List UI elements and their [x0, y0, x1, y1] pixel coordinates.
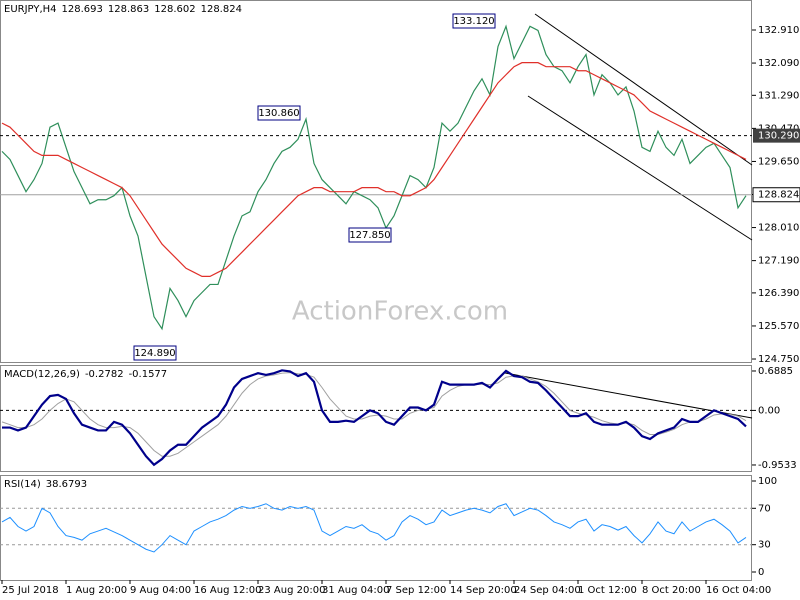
x-tick-label: 24 Sep 04:00	[514, 585, 581, 596]
y-tick-label: 0.00	[758, 405, 780, 416]
y-tick-label: 0	[758, 567, 764, 578]
readout: 38.6793	[46, 479, 87, 490]
x-tick-label: 7 Sep 12:00	[386, 585, 446, 596]
readout: 128.602	[154, 4, 195, 15]
x-tick-label: 16 Aug 12:00	[194, 585, 261, 596]
y-tick-label: 129.650	[758, 156, 799, 167]
x-tick-label: 23 Aug 20:00	[258, 585, 325, 596]
series-line	[1, 62, 747, 277]
readout: -0.1577	[129, 369, 168, 380]
rsi-pane	[0, 475, 752, 581]
series-line	[1, 503, 747, 553]
annotation-box	[452, 13, 496, 29]
y-tick-label: 128.010	[758, 223, 799, 234]
y-tick-label: 30	[758, 540, 771, 551]
y-tick-label: 127.190	[758, 256, 799, 267]
last-price-label: 128.824	[758, 190, 799, 201]
readout: RSI(14)	[4, 479, 41, 490]
y-tick-label: 0.6885	[758, 366, 793, 377]
x-tick-label: 1 Oct 12:00	[578, 585, 637, 596]
annotation-label: 133.120	[453, 16, 494, 27]
channel-line	[527, 95, 753, 241]
level-label-bg	[753, 128, 800, 143]
x-tick-label: 25 Jul 2018	[2, 585, 59, 596]
annotation-label: 127.850	[349, 230, 390, 241]
channel-line	[534, 13, 753, 166]
main-pane	[0, 0, 752, 363]
x-tick-label: 1 Aug 20:00	[66, 585, 127, 596]
y-tick-label: 124.750	[758, 354, 799, 365]
series-line	[1, 24, 747, 331]
annotation-box	[133, 345, 177, 361]
annotation-box	[348, 227, 392, 243]
y-tick-label: -0.9533	[758, 460, 797, 471]
x-tick-label: 16 Oct 04:00	[706, 585, 771, 596]
readout: 128.863	[108, 4, 149, 15]
level-label: 130.290	[758, 131, 799, 142]
readout: 128.693	[62, 4, 103, 15]
y-tick-label: 70	[758, 503, 771, 514]
y-tick-label: 131.290	[758, 90, 799, 101]
readout: 128.824	[201, 4, 242, 15]
annotation-label: 124.890	[134, 348, 175, 359]
macd-pane	[0, 365, 752, 472]
y-tick-label: 132.910	[758, 25, 799, 36]
y-tick-label: 125.570	[758, 321, 799, 332]
watermark: ActionForex.com	[292, 297, 508, 327]
x-tick-label: 14 Sep 20:00	[450, 585, 517, 596]
readout: MACD(12,26,9)	[4, 369, 80, 380]
x-tick-label: 31 Aug 04:00	[322, 585, 389, 596]
last-price-bg	[752, 187, 800, 203]
x-tick-label: 9 Aug 04:00	[130, 585, 191, 596]
annotation-box	[257, 105, 301, 121]
y-tick-label: 100	[758, 476, 777, 487]
x-tick-label: 8 Oct 20:00	[642, 585, 701, 596]
readout: -0.2782	[85, 369, 124, 380]
series-line	[2, 369, 747, 467]
y-tick-label: 126.390	[758, 288, 799, 299]
readout: EURJPY,H4	[4, 4, 57, 15]
annotation-label: 130.860	[258, 108, 299, 119]
y-tick-label: 132.090	[758, 58, 799, 69]
